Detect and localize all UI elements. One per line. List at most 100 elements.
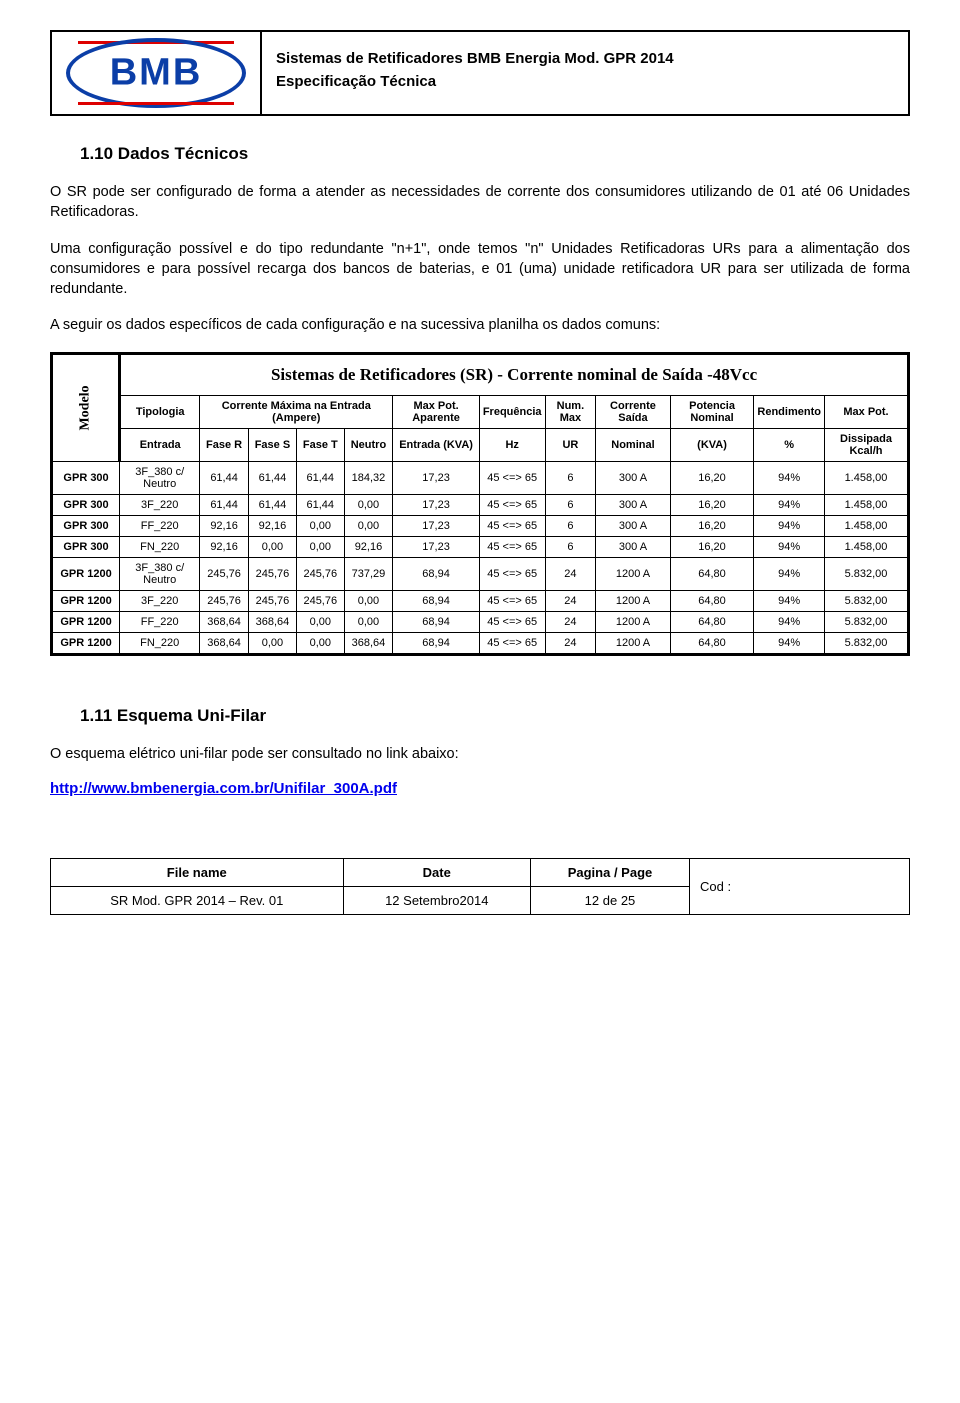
cell-neutro: 0,00	[344, 515, 393, 536]
cell-tipologia: 3F_220	[120, 590, 200, 611]
cell-kva: 17,23	[393, 494, 480, 515]
cell-fase-r: 61,44	[200, 494, 249, 515]
cell-fase-t: 0,00	[296, 632, 344, 654]
cell-pn: 16,20	[670, 515, 754, 536]
cell-nom: 1200 A	[596, 590, 670, 611]
cell-tipologia: FF_220	[120, 515, 200, 536]
cell-diss: 5.832,00	[824, 557, 908, 590]
h2-hz: Hz	[479, 428, 545, 461]
cell-hz: 45 <=> 65	[479, 557, 545, 590]
cell-fase-r: 245,76	[200, 557, 249, 590]
table-title: Sistemas de Retificadores (SR) - Corrent…	[120, 353, 909, 395]
table-row: GPR 1200 FN_220 368,64 0,00 0,00 368,64 …	[52, 632, 909, 654]
unifilar-link[interactable]: http://www.bmbenergia.com.br/Unifilar_30…	[50, 780, 397, 797]
cell-hz: 45 <=> 65	[479, 536, 545, 557]
h2-ent-kva: Entrada (KVA)	[393, 428, 480, 461]
bmb-logo: BMB	[66, 38, 246, 108]
cell-fase-r: 61,44	[200, 461, 249, 494]
doc-title-cell: Sistemas de Retificadores BMB Energia Mo…	[262, 32, 908, 114]
cell-kva: 68,94	[393, 557, 480, 590]
cell-diss: 5.832,00	[824, 611, 908, 632]
cell-pct: 94%	[754, 611, 825, 632]
cell-diss: 5.832,00	[824, 590, 908, 611]
cell-hz: 45 <=> 65	[479, 632, 545, 654]
cell-nom: 1200 A	[596, 611, 670, 632]
cell-pn: 64,80	[670, 557, 754, 590]
cell-ur: 6	[545, 536, 596, 557]
section-heading-1-10: 1.10 Dados Técnicos	[80, 144, 910, 164]
h-freq: Frequência	[479, 395, 545, 428]
cell-hz: 45 <=> 65	[479, 515, 545, 536]
cell-fase-t: 0,00	[296, 536, 344, 557]
section1-p3: A seguir os dados específicos de cada co…	[50, 315, 910, 335]
cell-fase-t: 61,44	[296, 494, 344, 515]
h-pot-nom: Potencia Nominal	[670, 395, 754, 428]
footer-cod: Cod :	[690, 859, 910, 915]
cell-model: GPR 1200	[52, 611, 120, 632]
cell-kva: 17,23	[393, 515, 480, 536]
cell-fase-s: 0,00	[248, 632, 296, 654]
h-corrente-max: Corrente Máxima na Entrada (Ampere)	[200, 395, 393, 428]
h-tipologia: Tipologia	[120, 395, 200, 428]
cell-pn: 64,80	[670, 590, 754, 611]
cell-diss: 1.458,00	[824, 461, 908, 494]
cell-pct: 94%	[754, 515, 825, 536]
cell-nom: 300 A	[596, 515, 670, 536]
cell-fase-t: 0,00	[296, 611, 344, 632]
cell-pct: 94%	[754, 590, 825, 611]
cell-fase-r: 368,64	[200, 632, 249, 654]
table-row: GPR 300 FF_220 92,16 92,16 0,00 0,00 17,…	[52, 515, 909, 536]
doc-title-line1: Sistemas de Retificadores BMB Energia Mo…	[276, 48, 894, 71]
cell-neutro: 368,64	[344, 632, 393, 654]
cell-pct: 94%	[754, 494, 825, 515]
h-corr-saida: Corrente Saída	[596, 395, 670, 428]
cell-fase-s: 368,64	[248, 611, 296, 632]
table-row: GPR 300 3F_220 61,44 61,44 61,44 0,00 17…	[52, 494, 909, 515]
cell-kva: 17,23	[393, 536, 480, 557]
footer-h-file: File name	[51, 859, 344, 887]
h-max-pot: Max Pot.	[824, 395, 908, 428]
cell-model: GPR 1200	[52, 590, 120, 611]
cell-tipologia: 3F_380 c/ Neutro	[120, 557, 200, 590]
cell-fase-r: 92,16	[200, 515, 249, 536]
h2-kva: (KVA)	[670, 428, 754, 461]
doc-title-line2: Especificação Técnica	[276, 71, 894, 94]
cell-fase-s: 245,76	[248, 590, 296, 611]
h2-fs: Fase S	[248, 428, 296, 461]
cell-ur: 6	[545, 461, 596, 494]
cell-fase-s: 61,44	[248, 461, 296, 494]
table-row: GPR 300 FN_220 92,16 0,00 0,00 92,16 17,…	[52, 536, 909, 557]
cell-fase-t: 61,44	[296, 461, 344, 494]
cell-ur: 24	[545, 611, 596, 632]
table-row: GPR 1200 FF_220 368,64 368,64 0,00 0,00 …	[52, 611, 909, 632]
cell-pct: 94%	[754, 557, 825, 590]
cell-hz: 45 <=> 65	[479, 611, 545, 632]
footer-file: SR Mod. GPR 2014 – Rev. 01	[51, 887, 344, 915]
cell-pct: 94%	[754, 536, 825, 557]
cell-nom: 300 A	[596, 536, 670, 557]
cell-fase-t: 0,00	[296, 515, 344, 536]
cell-pct: 94%	[754, 461, 825, 494]
cell-nom: 300 A	[596, 461, 670, 494]
cell-model: GPR 300	[52, 461, 120, 494]
cell-model: GPR 1200	[52, 557, 120, 590]
cell-pn: 16,20	[670, 494, 754, 515]
cell-model: GPR 300	[52, 494, 120, 515]
cell-tipologia: FN_220	[120, 632, 200, 654]
cell-kva: 68,94	[393, 590, 480, 611]
cell-ur: 24	[545, 557, 596, 590]
cell-tipologia: 3F_380 c/ Neutro	[120, 461, 200, 494]
cell-neutro: 184,32	[344, 461, 393, 494]
h2-pct: %	[754, 428, 825, 461]
logo-cell: BMB	[52, 32, 262, 114]
h-rend: Rendimento	[754, 395, 825, 428]
h-num-max: Num. Max	[545, 395, 596, 428]
cell-ur: 24	[545, 632, 596, 654]
cell-ur: 6	[545, 515, 596, 536]
cell-diss: 1.458,00	[824, 515, 908, 536]
cell-fase-r: 92,16	[200, 536, 249, 557]
cell-ur: 6	[545, 494, 596, 515]
cell-fase-s: 0,00	[248, 536, 296, 557]
table-row: GPR 300 3F_380 c/ Neutro 61,44 61,44 61,…	[52, 461, 909, 494]
cell-ur: 24	[545, 590, 596, 611]
